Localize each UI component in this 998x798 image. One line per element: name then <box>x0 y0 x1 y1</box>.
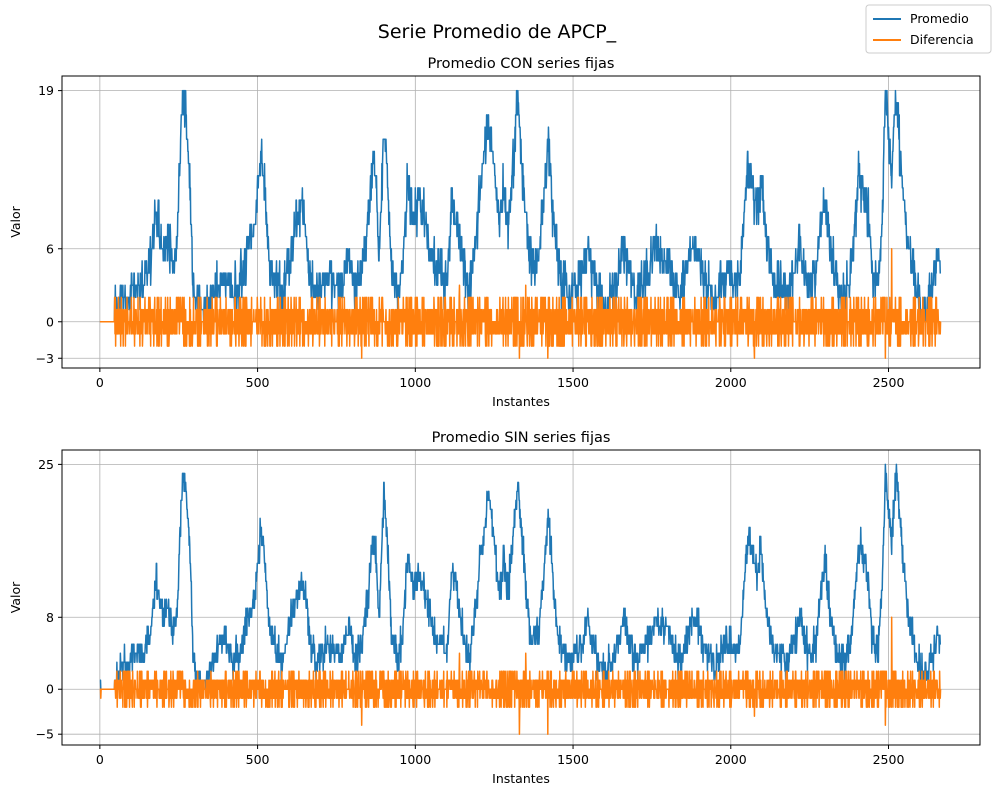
subplot-title: Promedio CON series fijas <box>428 56 615 72</box>
x-tick-label-4: 2000 <box>715 375 747 390</box>
x-axis-label: Instantes <box>492 771 550 786</box>
x-tick-label-0: 0 <box>96 375 104 390</box>
x-tick-label-2: 1000 <box>399 375 431 390</box>
x-tick-label-5: 2500 <box>873 375 905 390</box>
subplot-title: Promedio SIN series fijas <box>432 430 611 446</box>
x-tick-label-3: 1500 <box>557 375 589 390</box>
legend-label-diferencia: Diferencia <box>910 32 974 47</box>
y-tick-label-0: −5 <box>36 727 54 742</box>
y-tick-label-2: 6 <box>46 241 54 256</box>
y-tick-label-3: 25 <box>38 457 54 472</box>
series-line-promedio <box>99 463 941 690</box>
y-tick-label-1: 0 <box>46 314 54 329</box>
series-line-diferencia <box>99 248 942 360</box>
figure-title: Serie Promedio de APCP_ <box>378 21 617 43</box>
y-axis-label: Valor <box>8 205 23 237</box>
y-axis-label: Valor <box>8 581 23 613</box>
series-line-diferencia <box>99 616 942 735</box>
x-axis-label: Instantes <box>492 394 550 409</box>
subplot-sin-series-fijas: 0 500 1000 1500 2000 2500 −5 0 8 25 Promedio SIN s… <box>8 430 981 786</box>
x-tick-label-1: 500 <box>246 752 270 767</box>
x-tick-label-3: 1500 <box>557 752 589 767</box>
x-tick-label-4: 2000 <box>715 752 747 767</box>
legend: Promedio Diferencia <box>865 4 992 54</box>
x-tick-label-2: 1000 <box>399 752 431 767</box>
x-tick-label-5: 2500 <box>873 752 905 767</box>
series-line-promedio <box>99 89 941 323</box>
y-tick-label-2: 8 <box>46 610 54 625</box>
y-tick-label-1: 0 <box>46 682 54 697</box>
x-tick-label-0: 0 <box>96 752 104 767</box>
axes-frame <box>61 449 981 746</box>
axes-frame <box>61 75 981 369</box>
legend-label-promedio: Promedio <box>910 11 969 26</box>
y-tick-label-0: −3 <box>36 351 54 366</box>
x-tick-label-1: 500 <box>246 375 270 390</box>
subplot-con-series-fijas: 0 500 1000 1500 2000 2500 −3 0 6 19 Promedio CON s… <box>8 56 981 409</box>
y-tick-label-3: 19 <box>38 83 54 98</box>
